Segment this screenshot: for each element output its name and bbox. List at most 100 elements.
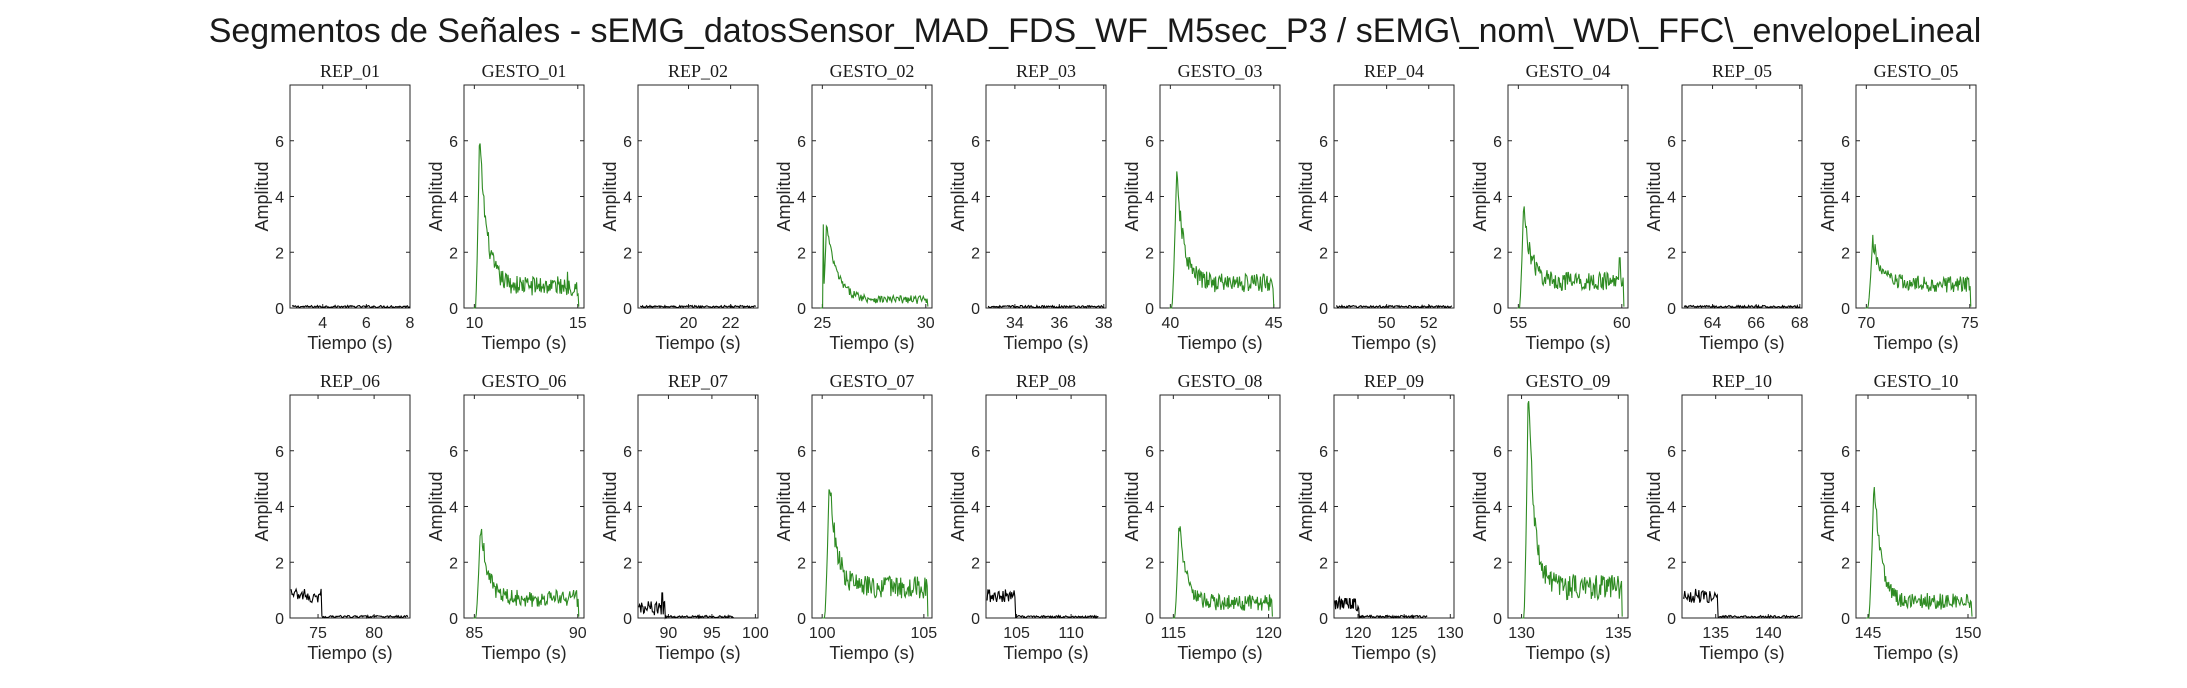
y-axis-label: Amplitud (1470, 161, 1490, 231)
panel-gesto-10: GESTO_10 0 2 4 6 145 150 Amplitud Tiempo (s) (1818, 371, 1981, 663)
signal-line (1172, 526, 1273, 619)
x-axis-label: Tiempo (s) (829, 643, 914, 663)
y-tick-label: 0 (971, 301, 980, 318)
x-axis-label: Tiempo (s) (655, 643, 740, 663)
y-tick-label: 0 (623, 611, 632, 628)
x-tick-label: 125 (1391, 625, 1418, 642)
signal-line (986, 589, 1099, 620)
y-axis-label: Amplitud (600, 161, 620, 231)
signal-line (473, 528, 580, 619)
y-axis-label: Amplitud (1644, 471, 1664, 541)
y-tick-label: 0 (1841, 611, 1850, 628)
y-tick-label: 4 (797, 190, 806, 207)
x-tick-label: 34 (1006, 315, 1024, 332)
y-tick-label: 0 (1319, 301, 1328, 318)
y-tick-label: 0 (1841, 301, 1850, 318)
y-tick-label: 4 (971, 190, 980, 207)
y-tick-label: 2 (623, 245, 632, 262)
panel-title: REP_10 (1712, 371, 1772, 391)
signal-line (1169, 171, 1275, 309)
y-tick-label: 6 (275, 134, 284, 151)
x-tick-label: 135 (1702, 625, 1729, 642)
y-tick-label: 2 (1319, 555, 1328, 572)
y-axis-label: Amplitud (426, 161, 446, 231)
panel-rep-04: REP_04 0 2 4 6 50 52 Amplitud Tiempo (s) (1296, 61, 1455, 353)
x-axis-label: Tiempo (s) (655, 333, 740, 353)
y-tick-label: 2 (275, 245, 284, 262)
x-tick-label: 80 (365, 625, 383, 642)
x-tick-label: 40 (1161, 315, 1179, 332)
signal-line (290, 587, 409, 619)
x-axis-label: Tiempo (s) (1873, 333, 1958, 353)
x-axis-label: Tiempo (s) (829, 333, 914, 353)
y-axis-label: Amplitud (1470, 471, 1490, 541)
y-axis-label: Amplitud (1296, 161, 1316, 231)
axes-box (1681, 394, 1803, 619)
signal-line (1683, 304, 1801, 309)
panel-gesto-06: GESTO_06 0 2 4 6 85 90 Amplitud Tiempo (s) (426, 371, 587, 663)
x-tick-label: 90 (660, 625, 678, 642)
x-tick-label: 15 (569, 315, 587, 332)
panel-rep-09: REP_09 0 2 4 6 120 125 130 Amplitud Tiempo (s) (1296, 371, 1464, 663)
axes-box (811, 84, 933, 309)
x-tick-label: 68 (1791, 315, 1809, 332)
y-tick-label: 6 (1493, 444, 1502, 461)
y-axis-label: Amplitud (426, 471, 446, 541)
y-tick-label: 0 (1145, 301, 1154, 318)
x-axis-label: Tiempo (s) (1699, 333, 1784, 353)
y-tick-label: 0 (1319, 611, 1328, 628)
y-tick-label: 2 (971, 245, 980, 262)
panel-rep-02: REP_02 0 2 4 6 20 22 Amplitud Tiempo (s) (600, 61, 759, 353)
x-tick-label: 90 (569, 625, 587, 642)
panel-rep-10: REP_10 0 2 4 6 135 140 Amplitud Tiempo (s) (1644, 371, 1803, 663)
y-tick-label: 0 (797, 301, 806, 318)
panel-rep-07: REP_07 0 2 4 6 90 95 100 Amplitud Tiempo (s) (600, 371, 769, 663)
x-tick-label: 66 (1747, 315, 1765, 332)
y-tick-label: 4 (1493, 190, 1502, 207)
x-tick-label: 140 (1755, 625, 1782, 642)
x-axis-label: Tiempo (s) (1351, 643, 1436, 663)
panel-title: REP_03 (1016, 61, 1076, 81)
panel-rep-01: REP_01 0 2 4 6 4 6 8 Amplitud Tiempo (s) (252, 61, 415, 353)
x-axis-label: Tiempo (s) (1177, 643, 1262, 663)
y-tick-label: 4 (1319, 190, 1328, 207)
signal-line (1682, 588, 1800, 620)
axes-box (1333, 394, 1455, 619)
y-tick-label: 6 (275, 444, 284, 461)
x-axis-label: Tiempo (s) (307, 333, 392, 353)
x-tick-label: 145 (1855, 625, 1882, 642)
signal-line (1335, 304, 1453, 309)
x-axis-label: Tiempo (s) (1003, 643, 1088, 663)
x-tick-label: 55 (1509, 315, 1527, 332)
x-axis-label: Tiempo (s) (481, 643, 566, 663)
panel-title: REP_01 (320, 61, 380, 81)
y-tick-label: 2 (797, 245, 806, 262)
panel-title: REP_08 (1016, 371, 1076, 391)
y-tick-label: 2 (275, 555, 284, 572)
x-tick-label: 50 (1378, 315, 1396, 332)
y-tick-label: 4 (275, 500, 284, 517)
y-tick-label: 6 (971, 444, 980, 461)
y-tick-label: 2 (1493, 555, 1502, 572)
y-tick-label: 6 (797, 444, 806, 461)
y-tick-label: 4 (623, 190, 632, 207)
x-tick-label: 64 (1704, 315, 1722, 332)
x-axis-label: Tiempo (s) (1351, 333, 1436, 353)
panel-title: REP_06 (320, 371, 380, 391)
y-axis-label: Amplitud (1296, 471, 1316, 541)
panel-title: REP_04 (1364, 61, 1424, 81)
y-tick-label: 0 (449, 301, 458, 318)
y-axis-label: Amplitud (948, 161, 968, 231)
axes-box (463, 84, 585, 309)
panel-gesto-05: GESTO_05 0 2 4 6 70 75 Amplitud Tiempo (s) (1818, 61, 1979, 353)
x-tick-label: 25 (813, 315, 831, 332)
y-tick-label: 4 (1667, 190, 1676, 207)
y-tick-label: 2 (623, 555, 632, 572)
y-tick-label: 2 (797, 555, 806, 572)
y-tick-label: 2 (1841, 245, 1850, 262)
y-tick-label: 4 (1841, 500, 1850, 517)
panel-title: GESTO_06 (482, 371, 567, 391)
axes-box (1333, 84, 1455, 309)
y-tick-label: 0 (449, 611, 458, 628)
